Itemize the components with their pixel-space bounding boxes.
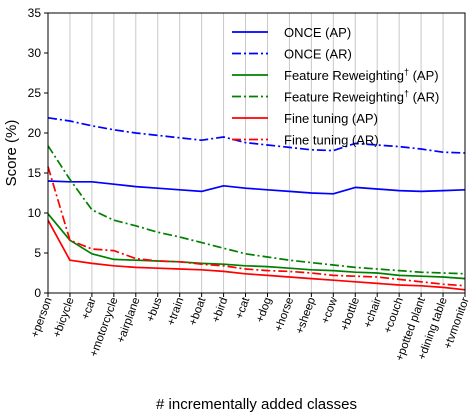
x-tick-label: +bus [145,296,165,324]
x-axis-ticks: +person+bicycle +car+motorcycle+airplane +… [29,293,472,363]
y-tick-label: 20 [28,126,42,140]
legend-label-text: Fine tuning (AR) [284,133,379,148]
x-axis-label: # incrementally added classes [156,396,357,413]
y-tick-label: 30 [28,46,42,60]
legend-label: Feature Reweighting† (AR) [284,89,439,105]
x-tick-label: +person [29,296,55,339]
y-tick-label: 35 [28,6,42,20]
x-tick-label: +boat [187,295,209,327]
x-tick-label: +bottle [339,296,362,333]
x-tick-label: +couch [382,296,406,335]
x-tick-label: +car [80,296,99,322]
series-line [47,219,466,291]
legend-label: ONCE (AP) [284,25,351,40]
series-line [47,145,466,275]
series-line [47,116,466,154]
y-tick-label: 0 [34,286,41,300]
x-tick-label: +cat [234,295,253,321]
x-tick-label: +sheep [294,296,318,336]
legend-label: Feature Reweighting† (AP) [284,67,439,83]
y-tick-label: 5 [34,246,41,260]
y-axis-label: Score (%) [3,120,20,187]
y-tick-label: 15 [28,166,42,180]
legend-label-text: Feature Reweighting [284,90,404,105]
gridlines [47,13,466,293]
legend-label-text: Fine tuning (AP) [284,111,378,126]
y-tick-label: 25 [28,86,42,100]
legend-label: Fine tuning (AP) [284,111,378,126]
legend-label-text: ONCE (AR) [284,47,352,62]
y-axis-ticks: 0 5 10 15 20 25 30 35 [28,6,48,300]
legend-label-text: Feature Reweighting [284,68,404,83]
legend: ONCE (AP) ONCE (AR) Feature Reweighting† (… [232,25,439,148]
x-tick-label: +chair [362,296,384,330]
x-tick-label: +horse [273,296,296,333]
plot-area-frame [47,12,466,294]
legend-label: Fine tuning (AR) [284,133,379,148]
x-tick-label: +bicycle [51,296,77,339]
series-line [47,213,466,280]
series-lines [47,116,466,291]
legend-label: ONCE (AR) [284,47,352,62]
x-tick-label: +cow [320,295,341,325]
series-line [47,180,466,195]
x-tick-label: +bird [210,296,230,324]
x-tick-label: +train [165,296,186,327]
x-tick-label: +dog [254,296,274,324]
legend-label-text: ONCE (AP) [284,25,351,40]
y-tick-label: 10 [28,206,42,220]
series-line [47,166,466,287]
